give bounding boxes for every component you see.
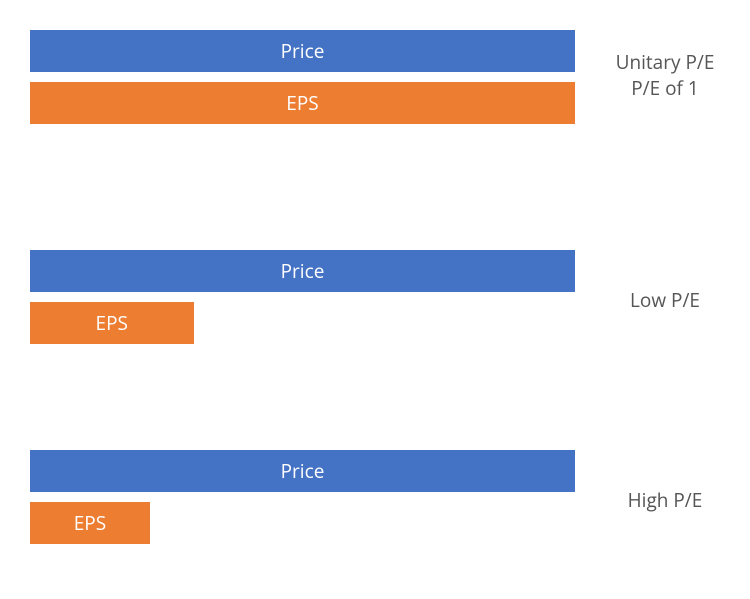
bar-label: EPS: [96, 310, 128, 336]
side-label-area: Unitary P/E P/E of 1 Low P/E High P/E: [590, 30, 740, 570]
bar-label: Price: [281, 258, 325, 284]
bar-label: EPS: [74, 510, 106, 536]
eps-bar: EPS: [30, 502, 150, 544]
scenario-label-unitary: Unitary P/E P/E of 1: [590, 50, 740, 101]
price-bar: Price: [30, 250, 575, 292]
price-bar: Price: [30, 30, 575, 72]
price-bar: Price: [30, 450, 575, 492]
scenario-label-low: Low P/E: [590, 288, 740, 314]
label-line: Low P/E: [630, 287, 700, 313]
bar-label: Price: [281, 38, 325, 64]
bar-chart-area: Price EPS Price EPS Price EPS: [30, 30, 575, 570]
label-line: P/E of 1: [631, 75, 699, 101]
bar-label: EPS: [286, 90, 318, 116]
label-line: High P/E: [628, 487, 703, 513]
eps-bar: EPS: [30, 302, 194, 344]
scenario-label-high: High P/E: [590, 488, 740, 514]
eps-bar: EPS: [30, 82, 575, 124]
bar-label: Price: [281, 458, 325, 484]
label-line: Unitary P/E: [616, 49, 715, 75]
